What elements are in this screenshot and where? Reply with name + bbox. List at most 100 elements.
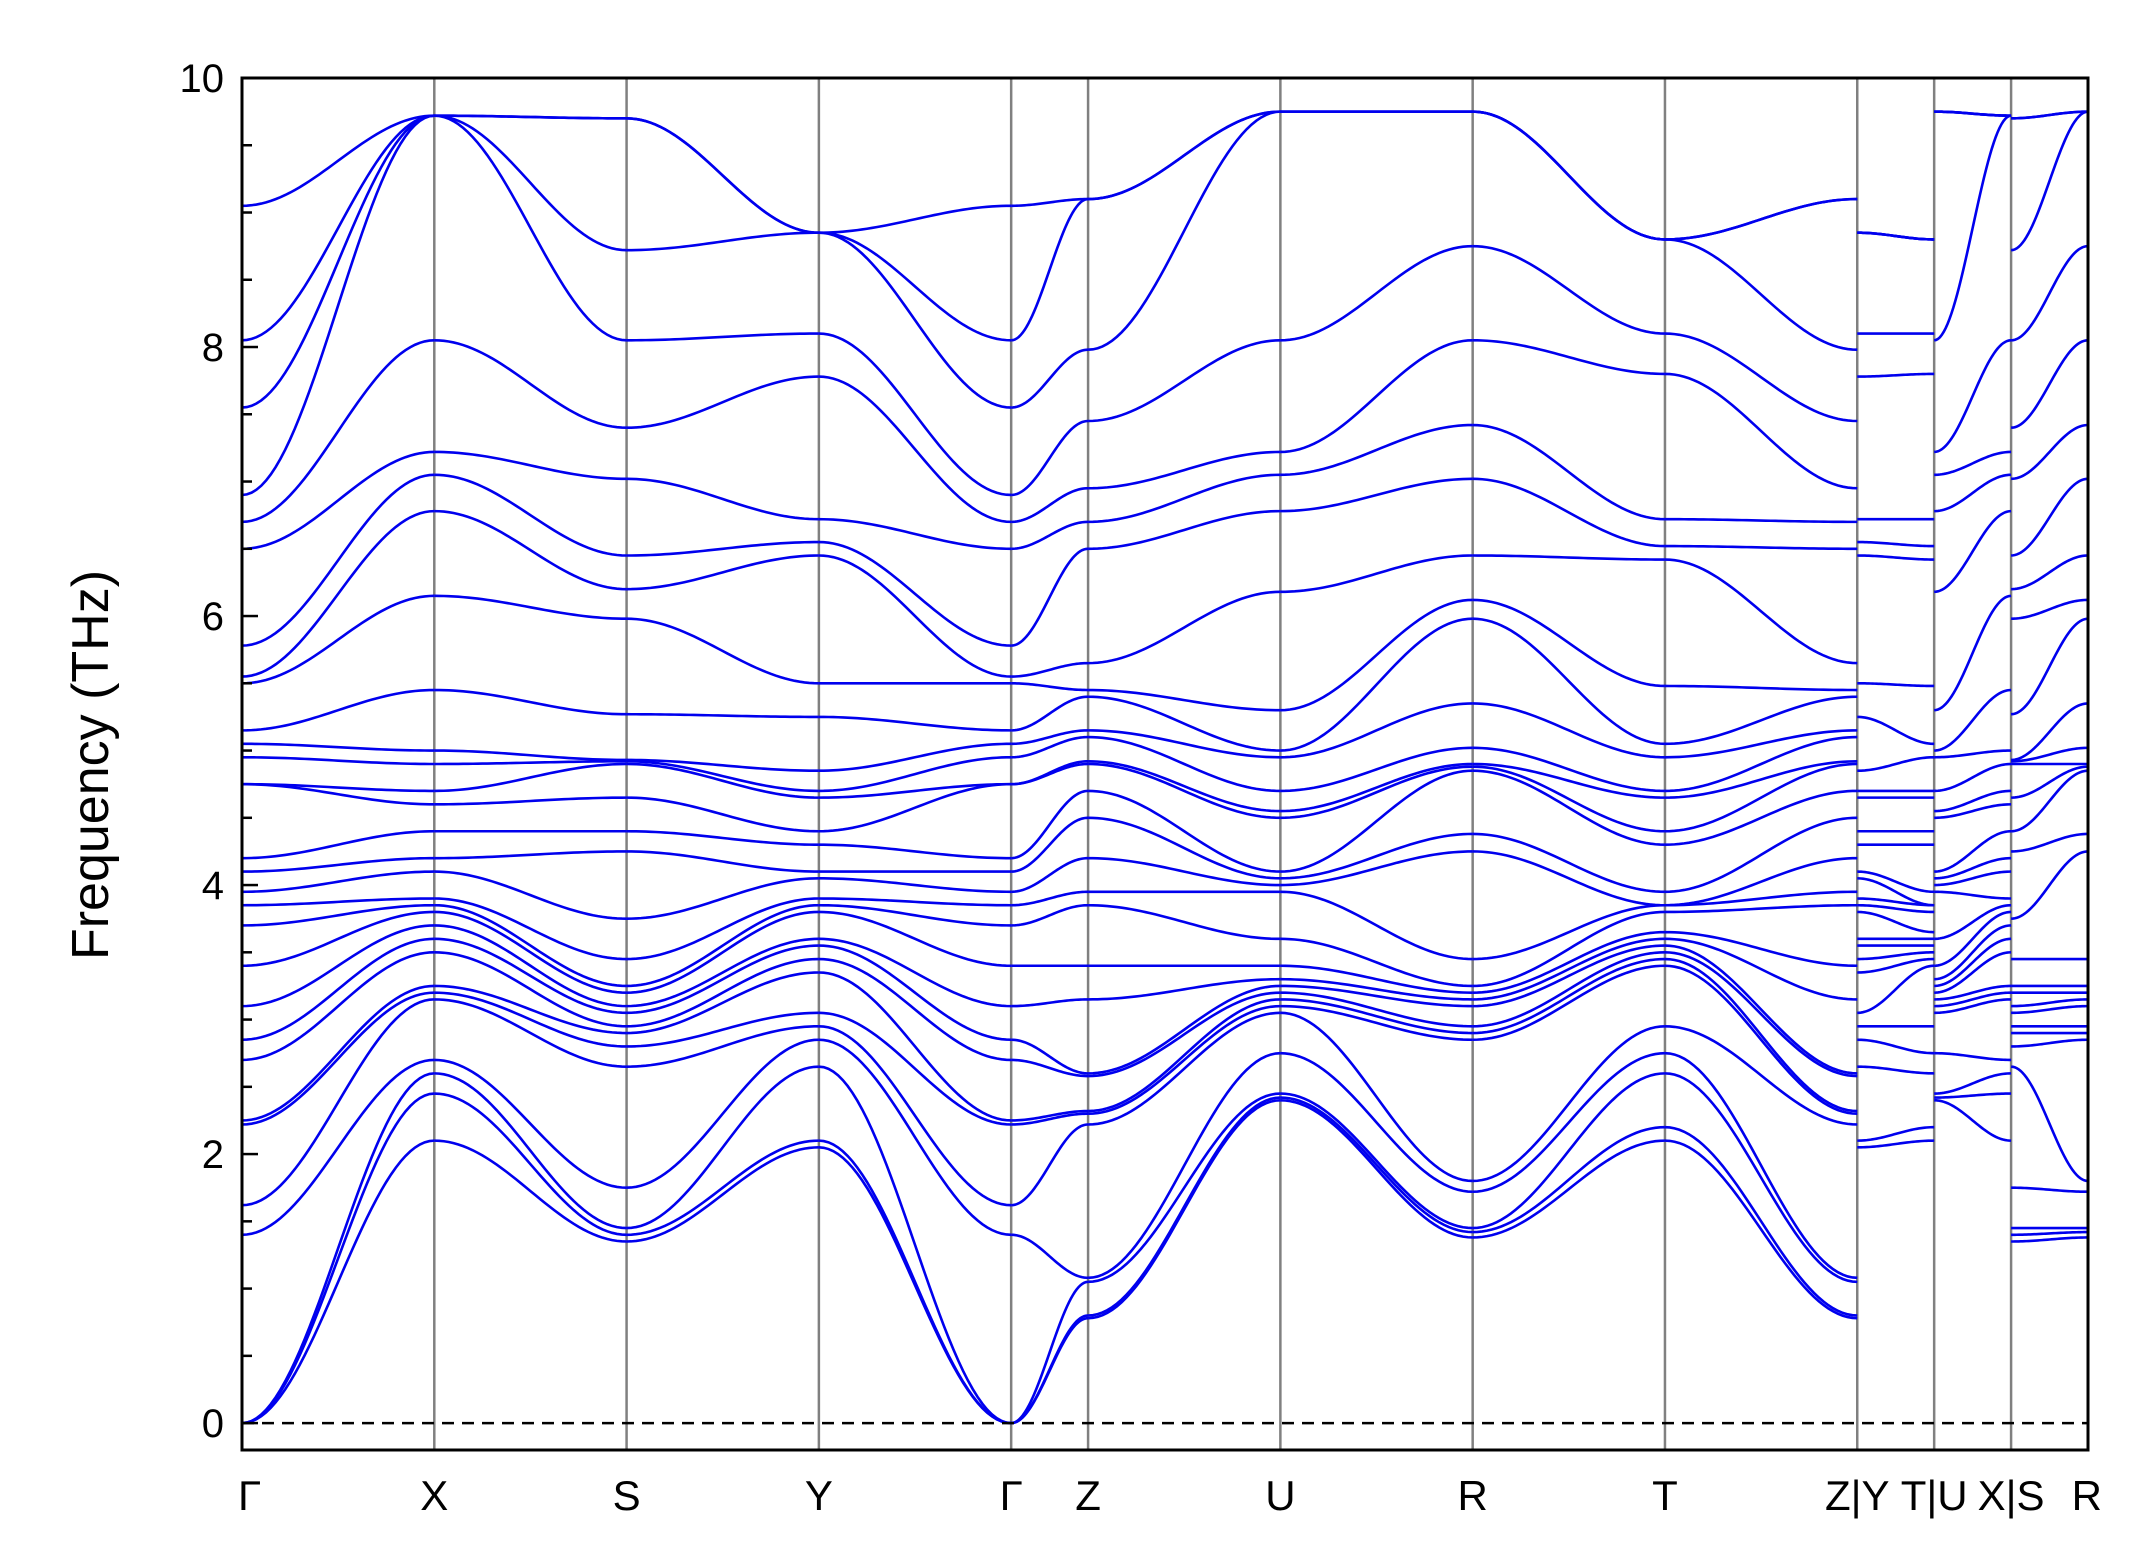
band-line xyxy=(1280,1098,1473,1239)
band-line xyxy=(1472,957,1665,1035)
band-line xyxy=(1088,762,1281,820)
band-line xyxy=(818,755,1012,793)
band-line xyxy=(1857,951,1935,961)
band-line xyxy=(1857,877,1935,907)
band-line xyxy=(818,897,1012,907)
band-line xyxy=(434,850,627,860)
y-axis-label: Frequency (THz) xyxy=(62,570,120,960)
band-line xyxy=(1934,856,2012,880)
band-line xyxy=(818,540,1012,647)
band-line xyxy=(626,762,819,799)
band-line xyxy=(1664,544,1858,551)
band-line xyxy=(1472,244,1665,335)
band-line xyxy=(818,517,1012,551)
band-line xyxy=(1280,769,1473,873)
band-line xyxy=(1088,590,1281,665)
band-line xyxy=(1934,749,2012,759)
band-line xyxy=(1472,1139,1666,1239)
band-line xyxy=(1280,702,1473,759)
band-line xyxy=(1011,1112,1089,1126)
y-axis-ticks: 0 2 4 6 8 10 xyxy=(180,57,258,1446)
band-line xyxy=(626,540,819,557)
band-line xyxy=(1934,1098,2012,1142)
band-line xyxy=(1088,991,1281,1078)
plot-frame xyxy=(240,76,2090,1452)
band-line xyxy=(434,1139,627,1243)
band-line xyxy=(1472,617,1666,746)
band-line xyxy=(434,338,627,430)
band-line xyxy=(626,897,819,961)
band-line xyxy=(626,477,819,521)
band-line xyxy=(1280,998,1473,1035)
band-line xyxy=(1472,110,1666,241)
band-line xyxy=(1664,558,1858,665)
band-line xyxy=(1934,937,2012,988)
band-line xyxy=(626,971,819,1035)
band-line xyxy=(1857,372,1935,378)
band-line xyxy=(1472,338,1665,376)
band-line xyxy=(434,473,627,557)
band-line xyxy=(434,762,627,793)
band-line xyxy=(434,984,627,1035)
band-line xyxy=(1857,897,1935,907)
band-line xyxy=(1280,244,1473,342)
band-line xyxy=(626,903,819,988)
band-line xyxy=(1280,832,1473,880)
band-line xyxy=(626,829,819,847)
band-line xyxy=(1664,684,1858,692)
band-line xyxy=(241,924,435,1008)
band-line xyxy=(1664,332,1858,423)
band-line xyxy=(1934,688,2012,752)
band-line xyxy=(1664,856,1858,907)
band-line xyxy=(1857,1125,1935,1142)
band-line xyxy=(626,231,819,252)
band-line xyxy=(1011,998,1089,1008)
band-line xyxy=(818,1011,1012,1126)
band-line xyxy=(1088,816,1281,880)
band-line xyxy=(2011,423,2089,481)
band-line xyxy=(1011,486,1089,524)
band-line xyxy=(1934,473,2012,513)
band-line xyxy=(241,742,435,752)
band-line xyxy=(626,944,819,1015)
band-line xyxy=(1088,110,1281,201)
band-line xyxy=(818,843,1012,860)
kpoint-label: X xyxy=(420,1472,448,1519)
band-line xyxy=(1857,715,1935,746)
band-line xyxy=(241,1058,435,1237)
band-line xyxy=(434,910,627,994)
band-line xyxy=(1280,762,1473,813)
kpoint-label: Γ xyxy=(1000,1472,1023,1519)
band-line xyxy=(626,1011,819,1048)
band-line xyxy=(1472,769,1665,847)
band-line xyxy=(1011,197,1089,208)
band-line xyxy=(1857,1038,1935,1055)
band-line xyxy=(1664,372,1858,490)
band-line xyxy=(1857,755,1935,773)
kpoint-label: Z xyxy=(1075,1472,1101,1519)
band-line xyxy=(1011,789,1089,860)
band-line xyxy=(1934,890,2012,900)
band-line xyxy=(1857,540,1935,548)
band-line xyxy=(1857,681,1935,688)
band-line xyxy=(2010,617,2089,716)
band-line xyxy=(626,937,819,1008)
band-line xyxy=(1011,547,1089,647)
band-line xyxy=(1664,1072,1858,1284)
band-line xyxy=(1934,110,2012,117)
band-line xyxy=(434,450,627,481)
band-line xyxy=(1664,1024,1858,1126)
band-line xyxy=(1280,598,1473,712)
band-line xyxy=(1280,746,1473,793)
band-line xyxy=(434,903,627,988)
band-line xyxy=(818,877,1012,894)
band-line xyxy=(434,594,627,621)
band-line xyxy=(818,1139,1012,1425)
band-line xyxy=(1934,910,2012,968)
kpoint-label: X|S xyxy=(1978,1472,2045,1519)
band-line xyxy=(626,617,819,685)
band-line xyxy=(1664,930,1858,968)
band-line xyxy=(1011,419,1089,497)
band-line xyxy=(241,114,435,342)
band-line xyxy=(818,971,1012,1122)
